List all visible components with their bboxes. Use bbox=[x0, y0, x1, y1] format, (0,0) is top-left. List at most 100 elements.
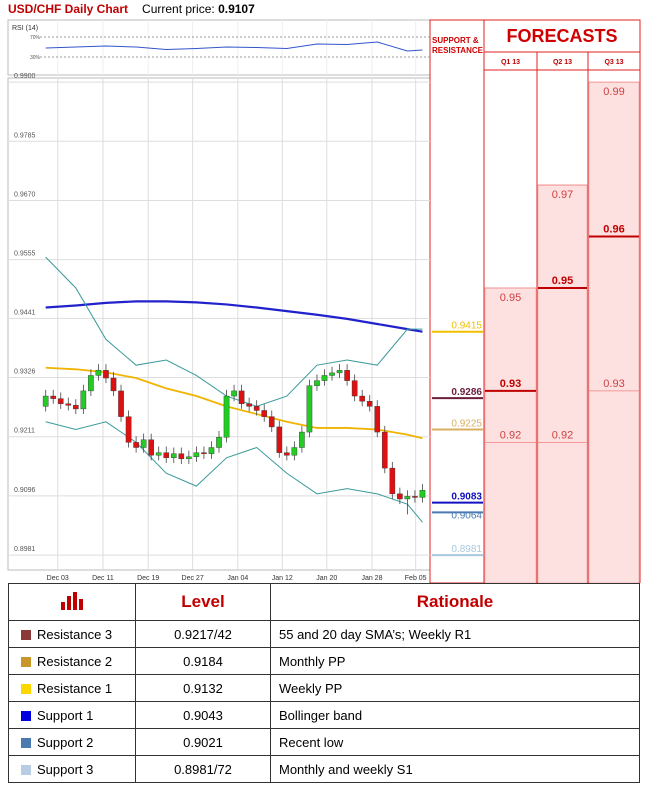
levels-table: Level Rationale Resistance 3 0.9217/42 55 … bbox=[8, 583, 640, 783]
forecast-label: 0.92 bbox=[500, 429, 521, 441]
candle-body bbox=[42, 395, 49, 407]
candle-body bbox=[133, 442, 139, 448]
y-tick-label: 0.8981 bbox=[14, 546, 36, 553]
x-tick-label: Jan 20 bbox=[316, 575, 337, 582]
level-cell: 0.9021 bbox=[135, 728, 271, 756]
rationale-cell: 55 and 20 day SMA’s; Weekly R1 bbox=[270, 620, 640, 648]
forecast-range bbox=[537, 184, 588, 583]
candle-body bbox=[110, 377, 117, 392]
rsi-title: RSI (14) bbox=[12, 25, 38, 32]
icon-cell bbox=[8, 583, 136, 621]
candle-body bbox=[404, 496, 411, 500]
table-row: Resistance 1 0.9132 Weekly PP bbox=[8, 674, 640, 702]
rationale-cell: Weekly PP bbox=[270, 674, 640, 702]
candle-body bbox=[291, 447, 298, 456]
rationale-cell: Monthly PP bbox=[270, 647, 640, 675]
y-tick-label: 0.9785 bbox=[14, 132, 36, 139]
color-swatch bbox=[21, 710, 31, 721]
candle-body bbox=[276, 426, 283, 453]
bars-icon bbox=[61, 591, 83, 610]
candle-body bbox=[374, 406, 381, 433]
candle-body bbox=[299, 431, 305, 448]
forecast-label: 0.93 bbox=[500, 378, 521, 390]
title: USD/CHF Daily Chart bbox=[8, 2, 129, 16]
candle-body bbox=[178, 453, 185, 460]
candle-body bbox=[193, 452, 200, 457]
candle-body bbox=[103, 370, 109, 379]
rsi-tick-label: 30% bbox=[30, 55, 41, 61]
y-tick-label: 0.9670 bbox=[14, 191, 36, 198]
candle-body bbox=[314, 380, 320, 386]
candle-body bbox=[223, 395, 230, 438]
level-name: Support 2 bbox=[37, 734, 94, 750]
sr-label: 0.9083 bbox=[451, 492, 482, 503]
candle-body bbox=[397, 493, 403, 500]
forecast-label: 0.96 bbox=[603, 224, 624, 236]
sr-label: 0.9415 bbox=[451, 321, 482, 332]
candle-body bbox=[366, 400, 373, 407]
y-tick-label: 0.9096 bbox=[14, 487, 36, 494]
candle-body bbox=[268, 416, 275, 428]
level-cell: 0.9043 bbox=[135, 701, 271, 729]
candle-body bbox=[351, 380, 358, 397]
color-swatch bbox=[21, 683, 31, 694]
candle-body bbox=[389, 467, 396, 495]
color-swatch bbox=[21, 656, 31, 667]
candle-body bbox=[381, 431, 388, 469]
name-cell: Resistance 2 bbox=[8, 647, 136, 675]
candle-body bbox=[329, 372, 335, 376]
name-cell: Support 1 bbox=[8, 701, 136, 729]
forecast-label: 0.93 bbox=[603, 378, 624, 390]
color-swatch bbox=[21, 737, 31, 748]
candle-body bbox=[253, 406, 260, 411]
sr-label: 0.9064 bbox=[451, 510, 482, 521]
x-tick-label: Dec 27 bbox=[182, 575, 204, 582]
name-cell: Support 3 bbox=[8, 755, 136, 783]
price-panel bbox=[7, 77, 431, 571]
candle-body bbox=[163, 452, 170, 459]
y-tick-label: 0.9211 bbox=[14, 428, 35, 435]
color-swatch bbox=[21, 764, 31, 775]
x-tick-label: Feb 05 bbox=[405, 575, 427, 582]
table-row: Resistance 2 0.9184 Monthly PP bbox=[8, 647, 640, 675]
sr-label: 0.9286 bbox=[451, 387, 482, 398]
table-row: Support 1 0.9043 Bollinger band bbox=[8, 701, 640, 729]
level-name: Support 1 bbox=[37, 707, 94, 723]
color-swatch bbox=[21, 629, 31, 640]
candle-body bbox=[344, 370, 350, 381]
candle-body bbox=[50, 395, 57, 399]
indicator-line bbox=[45, 366, 423, 440]
candle-body bbox=[140, 439, 147, 448]
x-tick-label: Jan 12 bbox=[272, 575, 293, 582]
price: 0.9107 bbox=[218, 2, 255, 16]
table-row: Resistance 3 0.9217/42 55 and 20 day SMA’s… bbox=[8, 620, 640, 648]
candle-body bbox=[95, 370, 102, 376]
candle-body bbox=[186, 456, 192, 460]
candle-body bbox=[155, 452, 162, 456]
candle-body bbox=[359, 395, 365, 402]
y-tick-label: 0.9555 bbox=[14, 251, 36, 258]
forecast-label: 0.95 bbox=[552, 275, 573, 287]
candle-body bbox=[306, 385, 313, 433]
table-body: Level Rationale Resistance 3 0.9217/42 55 … bbox=[8, 583, 640, 783]
y-tick-label: 0.9441 bbox=[14, 309, 36, 316]
name-cell: Resistance 3 bbox=[8, 620, 136, 648]
rationale-cell: Recent low bbox=[270, 728, 640, 756]
level-cell: 0.9132 bbox=[135, 674, 271, 702]
level-name: Resistance 3 bbox=[37, 626, 113, 642]
table-row: Support 3 0.8981/72 Monthly and weekly S1 bbox=[8, 755, 640, 783]
level-cell: 0.8981/72 bbox=[135, 755, 271, 783]
indicator-line bbox=[45, 300, 423, 333]
level-name: Support 3 bbox=[37, 761, 94, 777]
x-tick-label: Dec 03 bbox=[47, 575, 69, 582]
forecast-label: 0.95 bbox=[500, 292, 521, 304]
candle-body bbox=[238, 390, 245, 404]
candle-body bbox=[284, 452, 290, 456]
candle-body bbox=[412, 496, 418, 498]
forecast-range bbox=[588, 81, 640, 583]
x-tick-label: Jan 04 bbox=[227, 575, 248, 582]
candle-body bbox=[201, 452, 207, 454]
rationale-cell: Monthly and weekly S1 bbox=[270, 755, 640, 783]
candle-body bbox=[170, 453, 177, 459]
